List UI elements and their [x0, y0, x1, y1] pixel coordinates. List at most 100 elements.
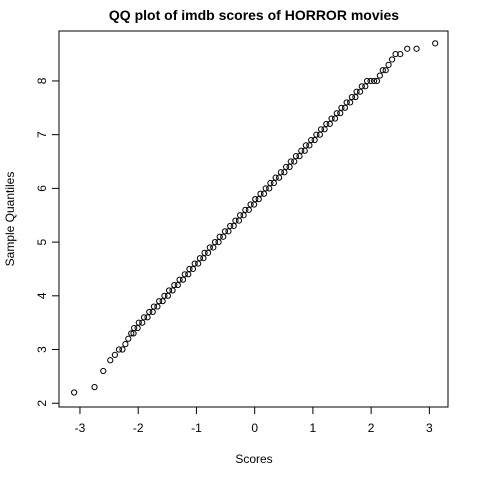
point — [356, 88, 364, 95]
point — [328, 115, 335, 122]
point — [432, 40, 439, 47]
y-tick-label: 6 — [35, 185, 49, 192]
y-tick-label: 7 — [35, 131, 49, 138]
point — [331, 115, 339, 122]
y-tick-label: 2 — [35, 400, 49, 407]
plot-box — [58, 30, 449, 408]
point — [225, 228, 232, 235]
point — [140, 314, 148, 321]
point — [347, 99, 354, 106]
point — [363, 77, 371, 85]
x-axis-label: Scores — [235, 452, 272, 466]
point — [150, 303, 158, 310]
point — [348, 93, 356, 101]
x-tick-label: 2 — [368, 421, 375, 435]
point — [247, 201, 254, 208]
point — [139, 319, 146, 326]
x-tick-label: -2 — [133, 421, 144, 435]
point — [362, 83, 369, 90]
point — [302, 142, 310, 149]
point — [210, 244, 217, 251]
x-tick-label: 1 — [310, 421, 317, 435]
point — [296, 153, 303, 160]
x-tick-label: -1 — [191, 421, 202, 435]
point — [230, 222, 237, 230]
point — [146, 308, 153, 316]
point — [171, 281, 178, 289]
point — [169, 287, 176, 294]
point — [341, 104, 349, 111]
point — [262, 185, 269, 192]
point — [227, 222, 234, 230]
point — [100, 367, 107, 375]
point — [111, 351, 119, 358]
point — [204, 249, 212, 256]
point — [276, 174, 283, 181]
point — [272, 174, 279, 181]
point — [388, 56, 396, 63]
point — [321, 126, 328, 133]
point — [353, 88, 360, 95]
point — [283, 163, 290, 170]
point — [232, 217, 239, 224]
point — [382, 67, 389, 74]
point — [237, 212, 244, 219]
point — [376, 72, 383, 79]
point — [159, 298, 166, 305]
point — [176, 276, 183, 283]
point — [326, 120, 333, 128]
point — [91, 384, 98, 391]
point — [292, 153, 300, 160]
point — [122, 341, 129, 348]
point — [125, 335, 132, 342]
point — [373, 77, 381, 85]
point — [189, 265, 197, 273]
point — [257, 190, 264, 197]
point — [154, 303, 161, 310]
point — [165, 287, 173, 294]
point — [174, 281, 181, 289]
point — [131, 324, 138, 332]
y-tick-label: 8 — [35, 77, 49, 84]
point — [260, 190, 268, 197]
x-tick-label: -3 — [75, 421, 86, 435]
point — [242, 206, 249, 213]
point — [281, 169, 288, 176]
point — [195, 260, 202, 267]
point — [220, 233, 227, 240]
point — [255, 196, 262, 203]
point — [206, 244, 213, 251]
y-tick-label: 5 — [35, 238, 49, 245]
chart-title: QQ plot of imdb scores of HORROR movies — [109, 7, 399, 23]
y-axis-label: Sample Quantiles — [3, 172, 17, 267]
point — [298, 147, 305, 154]
point — [161, 292, 168, 299]
point — [156, 298, 163, 305]
point — [135, 319, 142, 326]
point — [211, 238, 219, 246]
y-tick-label: 4 — [35, 292, 49, 299]
point — [308, 136, 315, 144]
point — [267, 179, 274, 187]
point — [119, 346, 126, 353]
point — [317, 126, 325, 133]
point — [333, 110, 340, 117]
point — [252, 196, 259, 203]
point — [413, 45, 420, 52]
point — [216, 233, 223, 240]
point — [144, 314, 151, 321]
point — [201, 249, 208, 256]
point — [306, 142, 313, 149]
point — [392, 50, 399, 58]
point — [379, 67, 386, 74]
point — [367, 77, 374, 85]
point — [370, 77, 378, 85]
point — [107, 357, 114, 364]
point — [186, 265, 193, 273]
point — [128, 330, 135, 337]
point — [245, 206, 252, 213]
point — [385, 61, 392, 68]
point — [240, 212, 247, 219]
